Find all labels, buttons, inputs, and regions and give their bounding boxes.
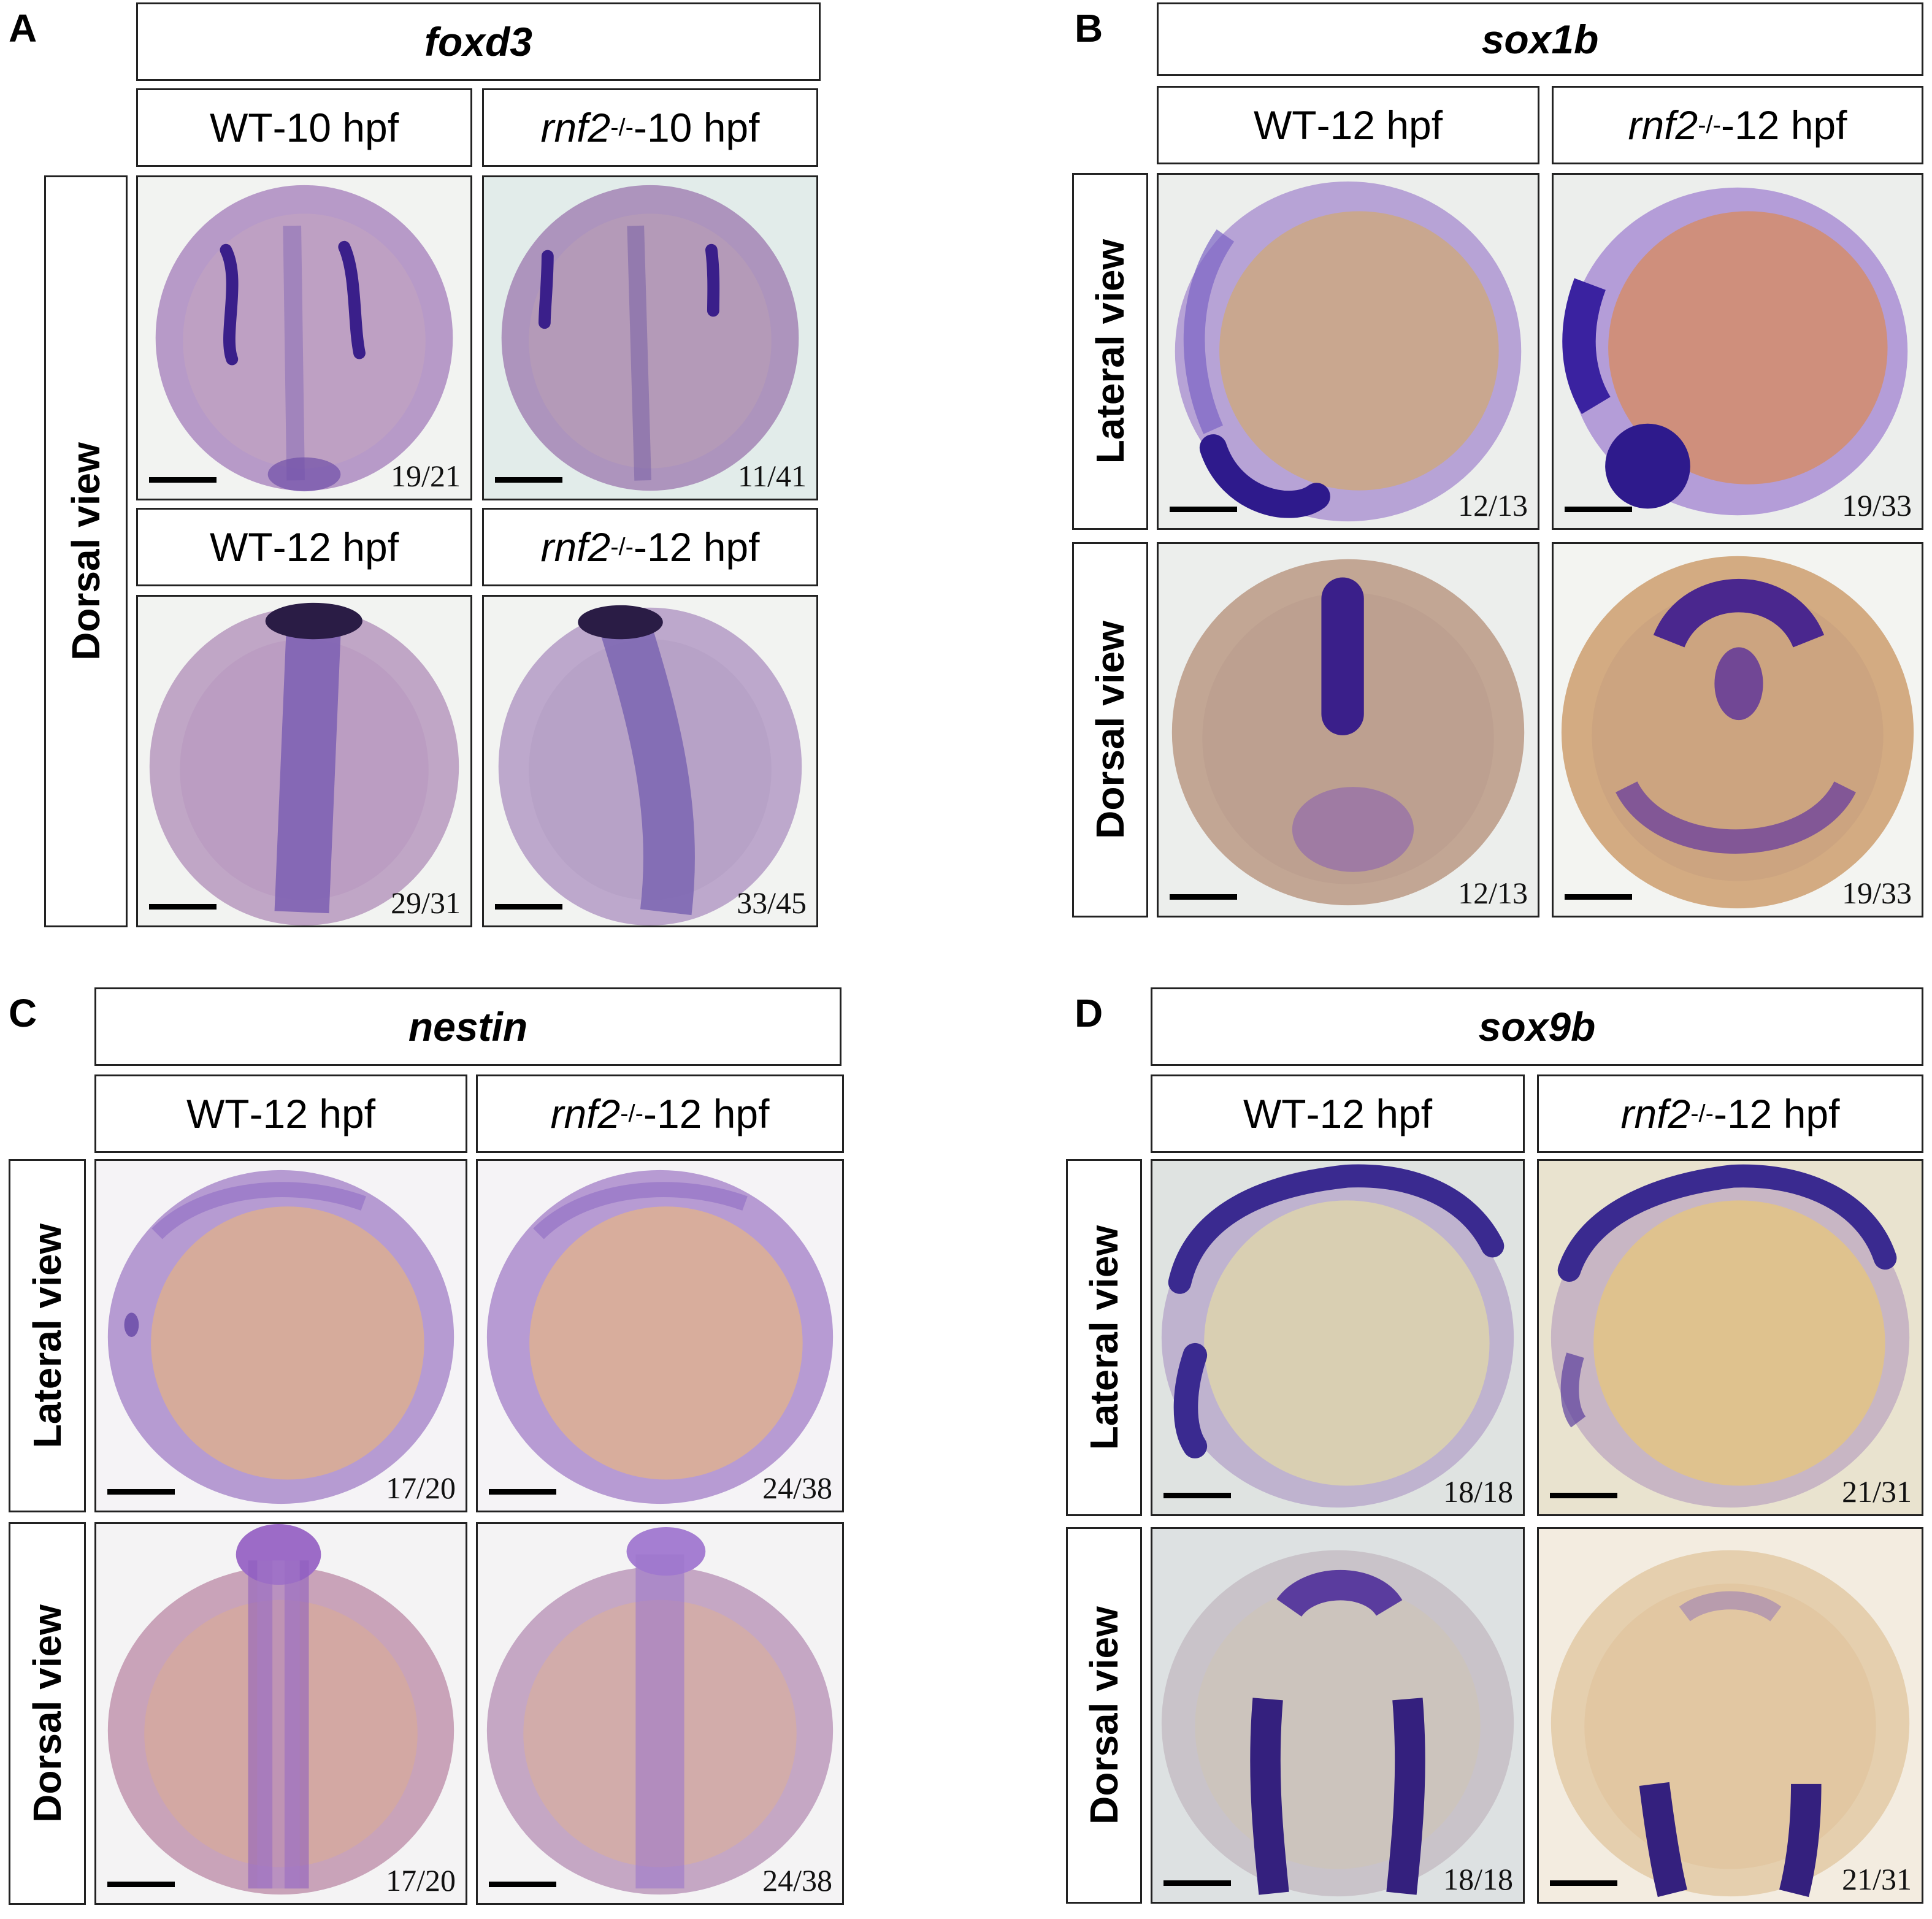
count-label: 17/20 (386, 1863, 456, 1898)
gene-header-sox1b: sox1b (1157, 2, 1923, 76)
embryo-image-sox9b-mutant-lateral: 21/31 (1537, 1159, 1923, 1516)
scale-bar (1170, 894, 1237, 900)
panel-label-c: C (9, 991, 37, 1035)
count-label: 19/33 (1842, 488, 1912, 523)
condition-header-mutant-10hpf: rnf2 -/- -10 hpf (482, 88, 818, 167)
scale-bar (495, 904, 562, 910)
embryo-image-sox1b-mutant-lateral: 19/33 (1552, 173, 1923, 530)
panel-label-a: A (9, 6, 37, 50)
condition-header-wt-12hpf: WT -12 hpf (1151, 1074, 1525, 1153)
count-label: 29/31 (391, 886, 461, 920)
embryo-image-nestin-wt-dorsal: 17/20 (94, 1522, 467, 1905)
side-label-dorsal-view: Dorsal view (9, 1522, 86, 1905)
panel-label-b: B (1075, 6, 1103, 50)
scale-bar (149, 477, 217, 483)
scale-bar (107, 1489, 175, 1495)
embryo-image-sox1b-mutant-dorsal: 19/33 (1552, 542, 1923, 917)
scale-bar (107, 1882, 175, 1887)
scale-bar (489, 1489, 556, 1495)
gene-header-foxd3: foxd3 (136, 2, 821, 81)
count-label: 19/33 (1842, 876, 1912, 910)
embryo-image-foxd3-wt-12hpf: 29/31 (136, 595, 472, 927)
condition-header-mutant-12hpf: rnf2 -/- -12 hpf (482, 508, 818, 586)
gene-header-nestin: nestin (94, 987, 841, 1066)
count-label: 18/18 (1443, 1862, 1513, 1896)
condition-header-wt-12hpf: WT -12 hpf (136, 508, 472, 586)
condition-header-wt-12hpf: WT -12 hpf (94, 1074, 467, 1153)
side-label-lateral-view: Lateral view (1072, 173, 1148, 530)
side-label-dorsal-view: Dorsal view (44, 175, 128, 927)
scale-bar (1163, 1880, 1231, 1886)
count-label: 11/41 (737, 459, 807, 493)
condition-header-mutant-12hpf: rnf2 -/- -12 hpf (1552, 86, 1923, 164)
scale-bar (1565, 507, 1632, 512)
count-label: 12/13 (1458, 488, 1528, 523)
scale-bar (489, 1882, 556, 1887)
scale-bar (495, 477, 562, 483)
embryo-image-nestin-mutant-dorsal: 24/38 (476, 1522, 844, 1905)
count-label: 18/18 (1443, 1474, 1513, 1509)
scale-bar (1550, 1493, 1617, 1498)
side-label-dorsal-view: Dorsal view (1072, 542, 1148, 917)
embryo-image-sox9b-wt-lateral: 18/18 (1151, 1159, 1525, 1516)
embryo-image-sox9b-mutant-dorsal: 21/31 (1537, 1527, 1923, 1904)
scale-bar (1550, 1880, 1617, 1886)
gene-header-sox9b: sox9b (1151, 987, 1923, 1066)
count-label: 19/21 (391, 459, 461, 493)
condition-header-mutant-12hpf: rnf2 -/- -12 hpf (1537, 1074, 1923, 1153)
count-label: 21/31 (1842, 1474, 1912, 1509)
embryo-image-sox9b-wt-dorsal: 18/18 (1151, 1527, 1525, 1904)
count-label: 21/31 (1842, 1862, 1912, 1896)
side-label-dorsal-view: Dorsal view (1066, 1527, 1142, 1904)
count-label: 33/45 (737, 886, 807, 920)
side-label-lateral-view: Lateral view (1066, 1159, 1142, 1516)
count-label: 24/38 (762, 1471, 832, 1505)
count-label: 24/38 (762, 1863, 832, 1898)
scale-bar (1163, 1493, 1231, 1498)
scale-bar (1565, 894, 1632, 900)
count-label: 17/20 (386, 1471, 456, 1505)
scale-bar (1170, 507, 1237, 512)
scale-bar (149, 904, 217, 910)
embryo-image-sox1b-wt-dorsal: 12/13 (1157, 542, 1539, 917)
embryo-image-nestin-wt-lateral: 17/20 (94, 1159, 467, 1512)
condition-header-wt-10hpf: WT -10 hpf (136, 88, 472, 167)
panel-label-d: D (1075, 991, 1103, 1035)
count-label: 12/13 (1458, 876, 1528, 910)
embryo-image-foxd3-wt-10hpf: 19/21 (136, 175, 472, 500)
embryo-image-nestin-mutant-lateral: 24/38 (476, 1159, 844, 1512)
condition-header-wt-12hpf: WT -12 hpf (1157, 86, 1539, 164)
embryo-image-foxd3-mutant-10hpf: 11/41 (482, 175, 818, 500)
embryo-image-foxd3-mutant-12hpf: 33/45 (482, 595, 818, 927)
embryo-image-sox1b-wt-lateral: 12/13 (1157, 173, 1539, 530)
condition-header-mutant-12hpf: rnf2 -/- -12 hpf (476, 1074, 844, 1153)
side-label-lateral-view: Lateral view (9, 1159, 86, 1512)
